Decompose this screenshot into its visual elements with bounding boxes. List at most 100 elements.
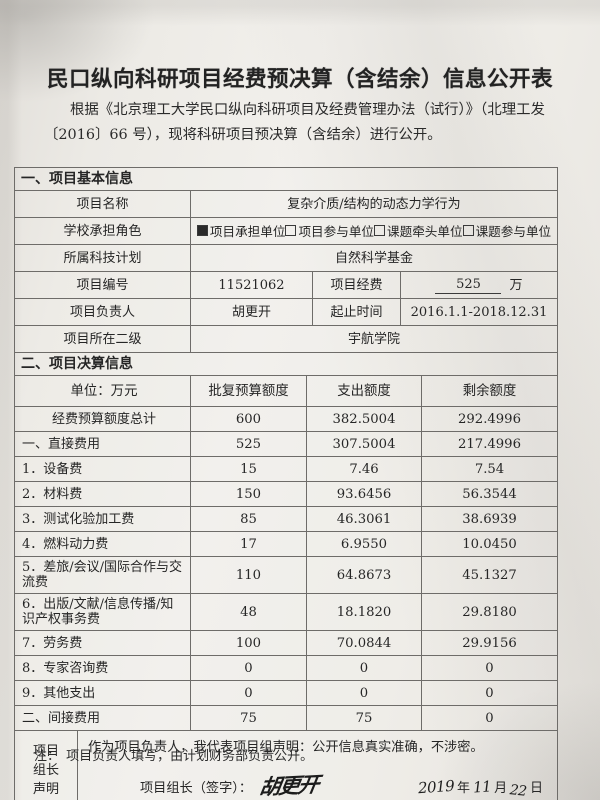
role-option-1[interactable]: 项目参与单位	[285, 223, 374, 240]
section-title-basic: 一、项目基本信息	[21, 170, 133, 187]
declaration-section: 项目 组长 声明 作为项目负责人，我代表项目组声明：公开信息真实准确，不涉密。 …	[15, 731, 557, 800]
checkbox-empty-icon[interactable]	[285, 224, 297, 236]
label-unit: 项目所在二级	[15, 326, 191, 352]
row-project-no-and-funding: 项目编号 11521062 项目经费 525 万	[15, 272, 557, 299]
row-budget: 0	[191, 656, 307, 680]
row-budget: 85	[191, 507, 307, 531]
row-spent: 93.6456	[307, 482, 422, 506]
page-title: 民口纵向科研项目经费预决算（含结余）信息公开表	[46, 67, 553, 92]
row-school-role: 学校承担角色 项目承担单位 项目参与单位 课题牵头单位 课题参与单位	[15, 218, 557, 245]
table-row: 一、直接费用 525 307.5004 217.4996	[15, 432, 557, 457]
declaration-label: 项目 组长 声明	[15, 731, 78, 800]
table-row: 二、间接费用 75 75 0	[15, 706, 557, 731]
row-label: 二、间接费用	[15, 706, 191, 730]
row-label: 3．测试化验加工费	[15, 507, 191, 531]
row-budget: 75	[191, 706, 307, 730]
row-budget: 110	[191, 557, 307, 593]
value-project-no: 11521062	[191, 272, 313, 298]
row-label: 6．出版/文献/信息传播/知识产权事务费	[15, 594, 191, 630]
checkbox-empty-icon[interactable]	[462, 224, 474, 236]
signature-line: 项目组长（签字）： 胡更开 2019 年 11 月 22 日	[88, 772, 549, 800]
section-title-finance: 二、项目决算信息	[21, 355, 133, 372]
table-row: 6．出版/文献/信息传播/知识产权事务费 48 18.1820 29.8180	[15, 594, 557, 631]
table-row: 2．材料费 150 93.6456 56.3544	[15, 482, 557, 507]
intro-line-2: 〔2016〕66 号），现将科研项目预决算（含结余）进行公开。	[44, 127, 442, 143]
row-leader-and-period: 项目负责人 胡更开 起止时间 2016.1.1-2018.12.31	[15, 299, 557, 326]
signature-label: 项目组长（签字）：	[140, 781, 253, 796]
row-label: 8．专家咨询费	[15, 656, 191, 680]
row-spent: 6.9550	[307, 532, 422, 556]
declaration-label-line-1: 项目	[32, 743, 59, 759]
row-budget: 100	[191, 631, 307, 655]
row-spent: 46.3061	[307, 507, 422, 531]
label-period: 起止时间	[313, 299, 401, 325]
footer-note-prefix: 注：	[34, 749, 61, 764]
row-remain: 29.9156	[462, 635, 517, 651]
row-budget: 150	[191, 482, 307, 506]
table-row: 3．测试化验加工费 85 46.3061 38.6939	[15, 507, 557, 532]
row-remain: 0	[485, 685, 494, 701]
date-month-value: 11	[472, 777, 492, 797]
row-spent: 7.46	[307, 457, 422, 481]
role-option-3[interactable]: 课题参与单位	[462, 223, 552, 240]
value-period: 2016.1.1-2018.12.31	[410, 304, 548, 320]
role-option-2[interactable]: 课题牵头单位	[374, 223, 463, 240]
row-spent: 70.0844	[307, 631, 422, 655]
row-budget: 17	[191, 532, 307, 556]
value-leader: 胡更开	[191, 299, 313, 325]
row-budget: 48	[191, 594, 307, 630]
checkbox-checked-icon[interactable]	[196, 224, 208, 236]
table-row: 经费预算额度总计 600 382.5004 292.4996	[15, 407, 557, 432]
finance-col-header-remain: 剩余额度	[462, 383, 517, 399]
value-funding: 525 万	[401, 272, 557, 298]
row-spent: 382.5004	[307, 407, 422, 431]
value-school-role: 项目承担单位 项目参与单位 课题牵头单位 课题参与单位	[191, 218, 557, 244]
row-spent: 307.5004	[307, 432, 422, 456]
row-budget: 0	[191, 681, 307, 705]
row-spent: 18.1820	[307, 594, 422, 630]
declaration-label-line-2: 组长	[32, 762, 59, 778]
checkbox-empty-icon[interactable]	[374, 224, 385, 236]
row-budget: 600	[191, 407, 307, 431]
funding-unit: 万	[509, 277, 523, 293]
row-budget: 525	[191, 432, 307, 456]
table-row: 4．燃料动力费 17 6.9550 10.0450	[15, 532, 557, 557]
role-option-3-label: 课题参与单位	[475, 223, 552, 239]
row-spent: 0	[307, 656, 422, 680]
footer-note: 注： 项目负责人填写，由计划财务部负责公开。	[34, 745, 313, 764]
finance-header-row: 单位：万元 批复预算额度 支出额度 剩余额度	[15, 376, 557, 407]
table-row: 5．差旅/会议/国际合作与交流费 110 64.8673 45.1327	[15, 557, 557, 594]
label-funding: 项目经费	[313, 272, 401, 298]
row-remain: 0	[485, 660, 494, 676]
row-label: 7．劳务费	[15, 631, 191, 655]
table-row: 1．设备费 15 7.46 7.54	[15, 457, 557, 482]
role-option-0[interactable]: 项目承担单位	[196, 223, 285, 240]
row-unit: 项目所在二级 宇航学院	[15, 326, 557, 353]
label-school-role: 学校承担角色	[15, 218, 191, 244]
row-label: 一、直接费用	[15, 432, 191, 456]
label-leader: 项目负责人	[15, 299, 191, 325]
finance-col-header-spent: 支出额度	[307, 376, 422, 406]
row-label: 1．设备费	[15, 457, 191, 481]
row-remain: 292.4996	[458, 411, 521, 427]
row-remain: 10.0450	[462, 536, 517, 552]
row-remain: 38.6939	[462, 511, 517, 527]
value-project-name: 复杂介质/结构的动态力学行为	[287, 196, 461, 212]
label-project-no: 项目编号	[15, 272, 191, 298]
row-spent: 0	[307, 681, 422, 705]
date-month-unit: 月	[494, 781, 508, 796]
table-row: 8．专家咨询费 0 0 0	[15, 656, 557, 681]
row-budget: 15	[191, 457, 307, 481]
footer-note-text: 项目负责人填写，由计划财务部负责公开。	[66, 749, 314, 764]
value-unit: 宇航学院	[347, 331, 400, 347]
row-label: 9．其他支出	[15, 681, 191, 705]
date-day-unit: 日	[529, 781, 543, 796]
intro-line-1: 根据《北京理工大学民口纵向科研项目及经费管理办法（试行）》（北理工发	[70, 102, 545, 118]
role-option-2-label: 课题牵头单位	[387, 223, 463, 239]
finance-col-header-budget: 批复预算额度	[191, 376, 307, 406]
row-project-name: 项目名称 复杂介质/结构的动态力学行为	[15, 191, 557, 218]
finance-table: 单位：万元 批复预算额度 支出额度 剩余额度 经费预算额度总计 600 382.…	[15, 376, 557, 731]
label-project-name: 项目名称	[15, 191, 191, 217]
